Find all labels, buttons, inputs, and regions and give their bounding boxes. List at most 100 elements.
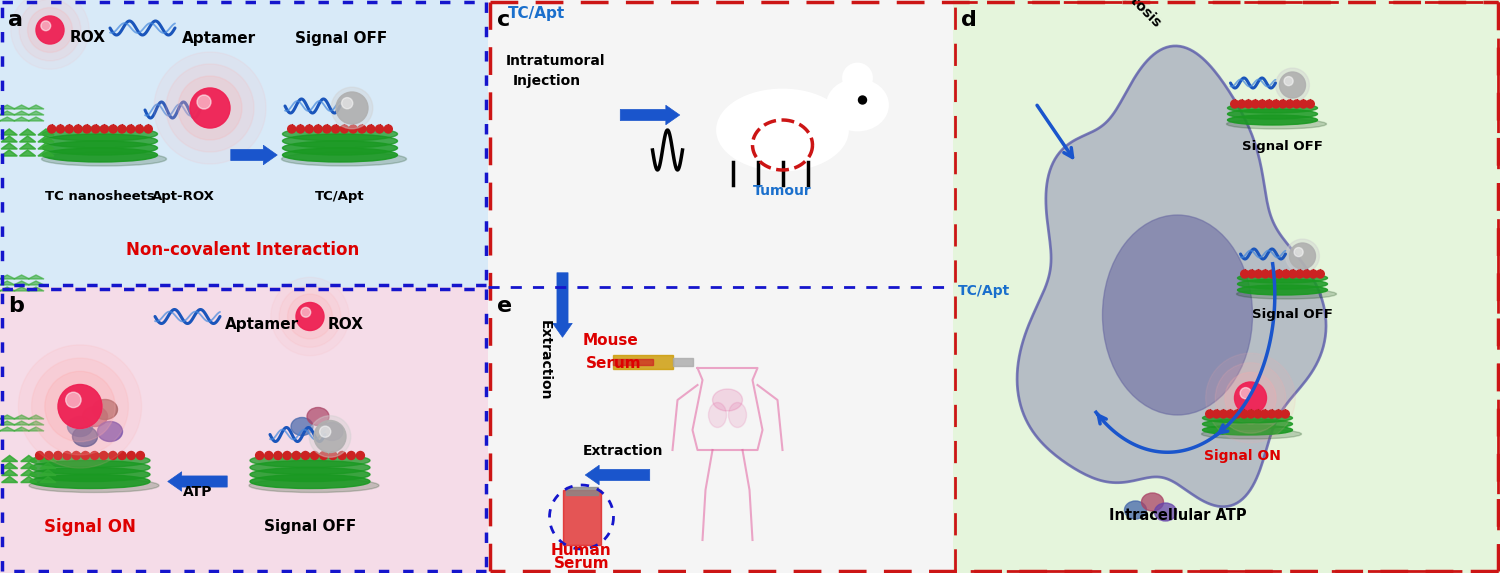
Text: Extraction: Extraction bbox=[582, 444, 663, 458]
Circle shape bbox=[314, 125, 322, 133]
Circle shape bbox=[190, 88, 230, 128]
Ellipse shape bbox=[42, 152, 166, 166]
Circle shape bbox=[135, 125, 144, 133]
Circle shape bbox=[328, 452, 338, 460]
Circle shape bbox=[279, 286, 340, 347]
Circle shape bbox=[322, 125, 332, 133]
Circle shape bbox=[20, 0, 81, 61]
Polygon shape bbox=[0, 275, 15, 279]
Bar bbox=[612, 355, 672, 369]
Polygon shape bbox=[2, 456, 18, 461]
Polygon shape bbox=[20, 136, 36, 142]
Ellipse shape bbox=[1203, 419, 1293, 429]
Circle shape bbox=[178, 76, 242, 140]
Text: d: d bbox=[962, 10, 978, 30]
Circle shape bbox=[1234, 382, 1266, 414]
Circle shape bbox=[100, 125, 108, 133]
Circle shape bbox=[288, 294, 333, 339]
Ellipse shape bbox=[291, 418, 314, 435]
Text: a: a bbox=[8, 10, 22, 30]
Ellipse shape bbox=[282, 148, 398, 162]
Text: Serum: Serum bbox=[554, 556, 609, 571]
Circle shape bbox=[36, 16, 64, 44]
Polygon shape bbox=[38, 136, 54, 142]
Circle shape bbox=[384, 125, 393, 133]
Circle shape bbox=[1288, 270, 1298, 278]
Circle shape bbox=[302, 452, 309, 460]
Ellipse shape bbox=[82, 406, 108, 426]
Ellipse shape bbox=[282, 127, 398, 141]
Circle shape bbox=[357, 452, 364, 460]
Text: ATP: ATP bbox=[183, 485, 213, 500]
Ellipse shape bbox=[251, 468, 370, 481]
Ellipse shape bbox=[1227, 115, 1317, 125]
Circle shape bbox=[1220, 410, 1227, 418]
Circle shape bbox=[297, 125, 304, 133]
Polygon shape bbox=[38, 143, 54, 149]
Circle shape bbox=[81, 452, 90, 460]
Bar bbox=[488, 0, 952, 573]
Circle shape bbox=[1268, 270, 1276, 278]
Text: Tumour: Tumour bbox=[753, 184, 812, 198]
Text: Endocytosis: Endocytosis bbox=[1088, 0, 1164, 31]
Ellipse shape bbox=[42, 148, 158, 162]
Circle shape bbox=[1206, 353, 1296, 443]
Circle shape bbox=[1238, 100, 1245, 108]
Polygon shape bbox=[28, 287, 44, 291]
Circle shape bbox=[99, 452, 108, 460]
Text: b: b bbox=[8, 296, 24, 316]
Circle shape bbox=[314, 421, 346, 453]
Ellipse shape bbox=[729, 402, 747, 427]
Ellipse shape bbox=[282, 134, 398, 148]
Circle shape bbox=[1317, 270, 1324, 278]
Circle shape bbox=[1254, 410, 1262, 418]
Circle shape bbox=[338, 452, 346, 460]
Circle shape bbox=[1272, 100, 1280, 108]
Circle shape bbox=[118, 125, 126, 133]
Ellipse shape bbox=[1227, 119, 1326, 129]
Circle shape bbox=[45, 452, 53, 460]
Circle shape bbox=[292, 452, 300, 460]
Polygon shape bbox=[28, 105, 44, 109]
Ellipse shape bbox=[712, 389, 742, 411]
Circle shape bbox=[32, 358, 129, 455]
Ellipse shape bbox=[282, 152, 406, 166]
Polygon shape bbox=[21, 456, 38, 461]
Circle shape bbox=[1310, 270, 1317, 278]
Circle shape bbox=[1293, 100, 1300, 108]
Polygon shape bbox=[2, 456, 18, 461]
Polygon shape bbox=[21, 477, 38, 482]
Polygon shape bbox=[2, 143, 16, 149]
Polygon shape bbox=[2, 477, 18, 482]
Circle shape bbox=[320, 426, 332, 437]
Circle shape bbox=[274, 452, 282, 460]
Circle shape bbox=[1212, 410, 1221, 418]
Circle shape bbox=[45, 371, 116, 442]
FancyArrowPatch shape bbox=[585, 465, 650, 485]
Polygon shape bbox=[13, 111, 30, 115]
Bar bbox=[612, 359, 652, 365]
Text: Human: Human bbox=[550, 543, 612, 558]
Circle shape bbox=[1254, 270, 1263, 278]
Polygon shape bbox=[0, 105, 15, 109]
Polygon shape bbox=[2, 143, 16, 149]
Ellipse shape bbox=[251, 474, 370, 489]
Polygon shape bbox=[40, 456, 56, 461]
Circle shape bbox=[1264, 100, 1274, 108]
Circle shape bbox=[154, 52, 266, 164]
FancyArrowPatch shape bbox=[554, 273, 572, 337]
Polygon shape bbox=[13, 427, 30, 431]
Ellipse shape bbox=[251, 461, 370, 474]
Polygon shape bbox=[40, 462, 56, 469]
Polygon shape bbox=[28, 275, 44, 279]
Circle shape bbox=[36, 16, 64, 44]
Circle shape bbox=[1306, 100, 1314, 108]
Circle shape bbox=[1251, 100, 1260, 108]
Circle shape bbox=[1262, 270, 1269, 278]
Polygon shape bbox=[20, 143, 36, 149]
Circle shape bbox=[144, 125, 153, 133]
Ellipse shape bbox=[1142, 493, 1164, 511]
Text: Extraction: Extraction bbox=[537, 320, 552, 401]
Circle shape bbox=[1248, 270, 1256, 278]
Circle shape bbox=[1284, 77, 1293, 85]
